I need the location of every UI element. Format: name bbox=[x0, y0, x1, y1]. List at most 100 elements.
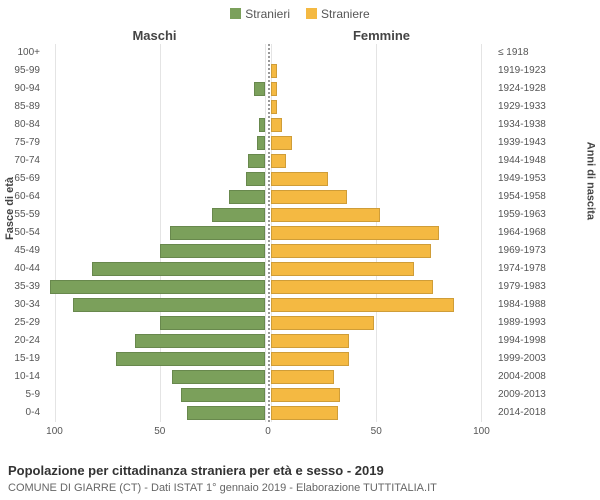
age-label: 75-79 bbox=[0, 137, 40, 148]
birth-year-label: 1974-1978 bbox=[498, 263, 556, 274]
birth-year-label: 1964-1968 bbox=[498, 227, 556, 238]
plot-area: 100+ ≤ 1918 95-99 1919-1923 90-94 1924-1928 85… bbox=[0, 44, 600, 422]
bar-female bbox=[271, 352, 349, 366]
age-label: 15-19 bbox=[0, 353, 40, 364]
age-label: 45-49 bbox=[0, 245, 40, 256]
bar-male bbox=[212, 208, 265, 222]
bar-female bbox=[271, 280, 433, 294]
birth-year-label: 1959-1963 bbox=[498, 209, 556, 220]
bar-female bbox=[271, 64, 277, 78]
birth-year-label: 1939-1943 bbox=[498, 137, 556, 148]
age-label: 100+ bbox=[0, 47, 40, 58]
age-label: 30-34 bbox=[0, 299, 40, 310]
age-label: 60-64 bbox=[0, 191, 40, 202]
birth-year-label: 1989-1993 bbox=[498, 317, 556, 328]
birth-year-label: 1949-1953 bbox=[498, 173, 556, 184]
bar-male bbox=[181, 388, 265, 402]
bar-male bbox=[172, 370, 265, 384]
bar-male bbox=[50, 280, 265, 294]
age-label: 55-59 bbox=[0, 209, 40, 220]
age-label: 25-29 bbox=[0, 317, 40, 328]
birth-year-label: 2009-2013 bbox=[498, 389, 556, 400]
bar-male bbox=[73, 298, 265, 312]
bar-female bbox=[271, 118, 282, 132]
bar-male bbox=[170, 226, 265, 240]
bar-male bbox=[248, 154, 265, 168]
bar-male bbox=[187, 406, 265, 420]
legend-swatch bbox=[306, 8, 317, 19]
legend-swatch bbox=[230, 8, 241, 19]
bar-male bbox=[246, 172, 265, 186]
bar-female bbox=[271, 370, 334, 384]
bar-male bbox=[135, 334, 265, 348]
legend: Stranieri Straniere bbox=[0, 6, 600, 21]
grid-line bbox=[481, 44, 482, 422]
birth-year-label: 2014-2018 bbox=[498, 407, 556, 418]
chart-subcaption: COMUNE DI GIARRE (CT) - Dati ISTAT 1° ge… bbox=[8, 482, 437, 494]
column-header-male: Maschi bbox=[44, 28, 265, 43]
bar-female bbox=[271, 100, 277, 114]
age-label: 35-39 bbox=[0, 281, 40, 292]
birth-year-label: 1979-1983 bbox=[498, 281, 556, 292]
bar-female bbox=[271, 190, 347, 204]
bar-male bbox=[229, 190, 265, 204]
birth-year-label: ≤ 1918 bbox=[498, 47, 556, 58]
grid-line bbox=[265, 44, 266, 422]
birth-year-label: 1944-1948 bbox=[498, 155, 556, 166]
birth-year-label: 1984-1988 bbox=[498, 299, 556, 310]
age-label: 65-69 bbox=[0, 173, 40, 184]
x-tick-label: 0 bbox=[265, 426, 271, 437]
bar-female bbox=[271, 208, 380, 222]
bar-male bbox=[254, 82, 265, 96]
x-tick-label: 50 bbox=[154, 426, 165, 437]
age-label: 40-44 bbox=[0, 263, 40, 274]
bar-female bbox=[271, 298, 454, 312]
birth-year-label: 1999-2003 bbox=[498, 353, 556, 364]
bar-female bbox=[271, 136, 292, 150]
x-tick-label: 100 bbox=[473, 426, 490, 437]
bar-male bbox=[257, 136, 265, 150]
age-label: 85-89 bbox=[0, 101, 40, 112]
birth-year-label: 1924-1928 bbox=[498, 83, 556, 94]
bar-male bbox=[116, 352, 265, 366]
bar-female bbox=[271, 262, 414, 276]
legend-label: Straniere bbox=[321, 7, 370, 21]
birth-year-label: 1929-1933 bbox=[498, 101, 556, 112]
bar-female bbox=[271, 154, 286, 168]
age-label: 5-9 bbox=[0, 389, 40, 400]
bar-female bbox=[271, 406, 338, 420]
bar-male bbox=[160, 244, 265, 258]
birth-year-label: 1919-1923 bbox=[498, 65, 556, 76]
bar-female bbox=[271, 388, 340, 402]
bar-female bbox=[271, 226, 439, 240]
bar-female bbox=[271, 334, 349, 348]
birth-year-label: 1994-1998 bbox=[498, 335, 556, 346]
bar-female bbox=[271, 82, 277, 96]
age-label: 10-14 bbox=[0, 371, 40, 382]
birth-year-label: 1969-1973 bbox=[498, 245, 556, 256]
birth-year-label: 2004-2008 bbox=[498, 371, 556, 382]
legend-item: Stranieri bbox=[230, 6, 290, 21]
bar-female bbox=[271, 172, 328, 186]
bar-male bbox=[160, 316, 265, 330]
age-label: 20-24 bbox=[0, 335, 40, 346]
birth-year-label: 1954-1958 bbox=[498, 191, 556, 202]
grid-line bbox=[55, 44, 56, 422]
legend-label: Stranieri bbox=[245, 7, 290, 21]
legend-item: Straniere bbox=[306, 6, 370, 21]
age-label: 0-4 bbox=[0, 407, 40, 418]
bar-male bbox=[259, 118, 265, 132]
column-header-female: Femmine bbox=[271, 28, 492, 43]
age-label: 50-54 bbox=[0, 227, 40, 238]
population-pyramid-chart: StranieriStraniere Maschi Femmine Fasce … bbox=[0, 0, 600, 500]
age-label: 70-74 bbox=[0, 155, 40, 166]
bar-female bbox=[271, 316, 374, 330]
age-label: 90-94 bbox=[0, 83, 40, 94]
chart-caption: Popolazione per cittadinanza straniera p… bbox=[8, 463, 384, 478]
age-label: 95-99 bbox=[0, 65, 40, 76]
x-tick-label: 50 bbox=[371, 426, 382, 437]
bar-female bbox=[271, 244, 431, 258]
age-label: 80-84 bbox=[0, 119, 40, 130]
x-tick-label: 100 bbox=[46, 426, 63, 437]
bar-male bbox=[92, 262, 265, 276]
